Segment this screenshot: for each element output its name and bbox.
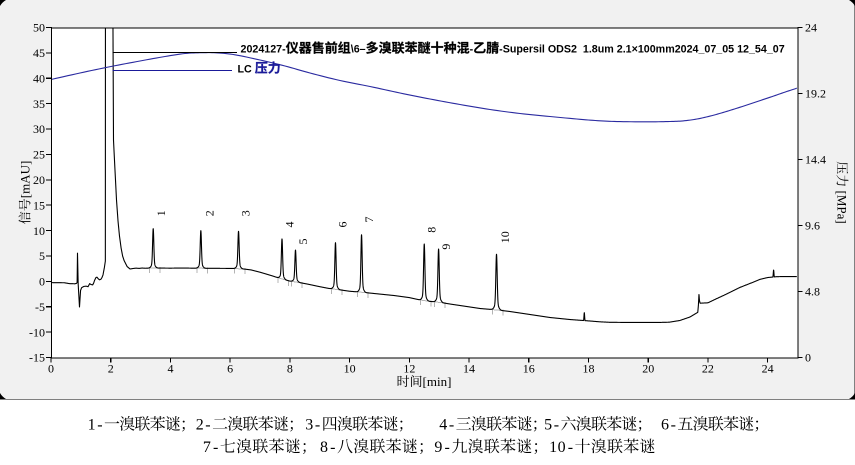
svg-text:15: 15 [33, 198, 45, 212]
svg-text:9.6: 9.6 [805, 219, 820, 233]
svg-text:2: 2 [196, 417, 204, 434]
svg-text:14.4: 14.4 [805, 153, 826, 167]
svg-text:2: 2 [203, 210, 217, 216]
svg-text:24: 24 [805, 21, 817, 35]
svg-text:6: 6 [336, 222, 350, 228]
svg-text:9: 9 [439, 244, 453, 250]
svg-text:0: 0 [805, 351, 811, 365]
svg-text:25: 25 [33, 148, 45, 162]
svg-text:[mAU]: [mAU] [18, 161, 33, 199]
svg-text:-: - [449, 417, 454, 434]
svg-text:3: 3 [305, 417, 313, 434]
svg-text:0: 0 [48, 362, 54, 376]
svg-text:5: 5 [544, 417, 552, 434]
svg-text:[MPa]: [MPa] [835, 187, 850, 223]
svg-text:8: 8 [425, 227, 439, 233]
svg-text:-: - [330, 439, 335, 456]
svg-text:40: 40 [33, 71, 45, 85]
svg-text:8: 8 [287, 362, 293, 376]
svg-text:-5: -5 [35, 300, 45, 314]
svg-text:10: 10 [344, 362, 356, 376]
svg-text:16: 16 [523, 362, 535, 376]
svg-text:6: 6 [661, 417, 669, 434]
svg-text:-: - [568, 439, 573, 456]
svg-text:2: 2 [108, 362, 114, 376]
svg-text:5: 5 [296, 239, 310, 245]
svg-text:3: 3 [239, 210, 253, 216]
svg-text:2024127-: 2024127- [241, 44, 287, 56]
svg-text:1: 1 [154, 210, 168, 216]
svg-text:0: 0 [39, 275, 45, 289]
svg-text:\6–: \6– [351, 44, 366, 56]
svg-text:9: 9 [434, 439, 443, 456]
svg-text:-: - [315, 417, 320, 434]
svg-text:4: 4 [283, 222, 297, 228]
svg-text:24: 24 [762, 362, 774, 376]
svg-text:5: 5 [39, 249, 45, 263]
svg-text:50: 50 [33, 21, 45, 35]
svg-text:1: 1 [88, 417, 96, 434]
svg-text:4: 4 [439, 417, 447, 434]
svg-text:-Supersil ODS2 1.8um 2.1×100m: -Supersil ODS2 1.8um 2.1×100mm2024_07_05… [499, 44, 785, 56]
svg-text:6: 6 [227, 362, 233, 376]
svg-text:45: 45 [33, 46, 45, 60]
svg-text:22: 22 [702, 362, 714, 376]
svg-text:35: 35 [33, 97, 45, 111]
svg-text:-: - [470, 44, 474, 56]
svg-text:-: - [97, 417, 102, 434]
svg-text:7: 7 [203, 439, 212, 456]
svg-text:-15: -15 [29, 351, 45, 365]
svg-text:14: 14 [463, 362, 475, 376]
svg-text:-: - [445, 439, 450, 456]
svg-text:12: 12 [403, 362, 415, 376]
svg-text:-10: -10 [29, 325, 45, 339]
svg-text:19.2: 19.2 [805, 87, 826, 101]
svg-text:20: 20 [642, 362, 654, 376]
svg-text:4.8: 4.8 [805, 285, 820, 299]
svg-text:-: - [213, 439, 218, 456]
svg-text:18: 18 [582, 362, 594, 376]
svg-text:10: 10 [33, 224, 45, 238]
svg-text:30: 30 [33, 122, 45, 136]
svg-text:LC: LC [238, 64, 255, 76]
svg-text:7: 7 [362, 217, 376, 223]
svg-text:10: 10 [549, 439, 566, 456]
svg-text:4: 4 [167, 362, 173, 376]
svg-text:20: 20 [33, 173, 45, 187]
svg-text:-: - [671, 417, 676, 434]
svg-text:8: 8 [320, 439, 329, 456]
svg-text:10: 10 [498, 231, 512, 243]
svg-text:-: - [554, 417, 559, 434]
svg-text:[min]: [min] [423, 374, 452, 389]
svg-text:-: - [205, 417, 210, 434]
